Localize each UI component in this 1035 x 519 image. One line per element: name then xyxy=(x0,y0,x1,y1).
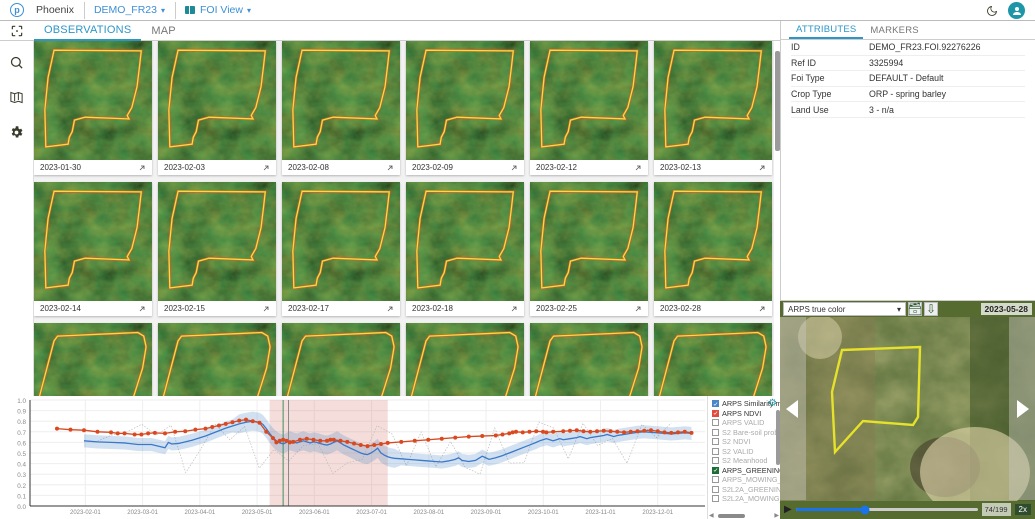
svg-text:0.7: 0.7 xyxy=(17,430,26,437)
svg-text:0.6: 0.6 xyxy=(17,440,26,447)
svg-text:0.3: 0.3 xyxy=(17,472,26,479)
svg-text:0.5: 0.5 xyxy=(17,451,26,458)
svg-text:2023-05-01: 2023-05-01 xyxy=(242,510,273,516)
svg-text:2023-03-01: 2023-03-01 xyxy=(127,510,158,516)
svg-text:0.0: 0.0 xyxy=(17,504,26,511)
svg-text:2023-10-01: 2023-10-01 xyxy=(528,510,559,516)
svg-text:2023-09-01: 2023-09-01 xyxy=(471,510,502,516)
svg-text:0.4: 0.4 xyxy=(17,462,26,469)
svg-text:2023-07-01: 2023-07-01 xyxy=(356,510,387,516)
svg-text:1.0: 1.0 xyxy=(17,398,26,405)
svg-text:2023-02-01: 2023-02-01 xyxy=(70,510,101,516)
svg-text:2023-06-01: 2023-06-01 xyxy=(299,510,330,516)
svg-text:2023-08-01: 2023-08-01 xyxy=(413,510,444,516)
svg-text:2023-11-01: 2023-11-01 xyxy=(585,510,616,516)
svg-text:0.9: 0.9 xyxy=(17,409,26,416)
svg-text:0.8: 0.8 xyxy=(17,419,26,426)
svg-text:0.1: 0.1 xyxy=(17,493,26,500)
svg-text:2023-04-01: 2023-04-01 xyxy=(184,510,215,516)
svg-text:0.2: 0.2 xyxy=(17,483,26,490)
svg-text:2023-12-01: 2023-12-01 xyxy=(642,510,673,516)
